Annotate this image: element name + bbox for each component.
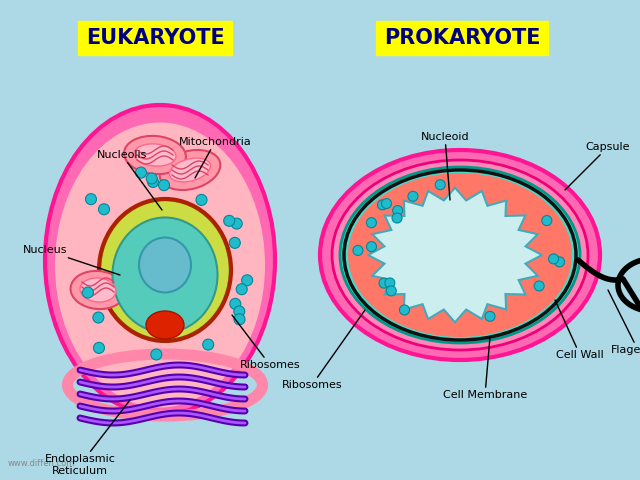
- Ellipse shape: [99, 204, 109, 215]
- Ellipse shape: [234, 306, 245, 317]
- Ellipse shape: [136, 167, 147, 178]
- Ellipse shape: [45, 105, 275, 415]
- Text: PROKARYOTE: PROKARYOTE: [384, 28, 540, 48]
- Text: Nucleoid: Nucleoid: [420, 132, 469, 200]
- Ellipse shape: [542, 216, 552, 226]
- Ellipse shape: [159, 150, 220, 190]
- Text: Capsule: Capsule: [565, 142, 630, 190]
- Ellipse shape: [332, 160, 588, 350]
- Ellipse shape: [170, 158, 211, 182]
- Ellipse shape: [83, 287, 93, 298]
- Ellipse shape: [151, 349, 162, 360]
- Ellipse shape: [224, 216, 235, 226]
- Ellipse shape: [86, 193, 97, 204]
- Ellipse shape: [124, 136, 186, 174]
- Ellipse shape: [70, 271, 125, 309]
- Ellipse shape: [203, 339, 214, 350]
- Ellipse shape: [80, 278, 116, 302]
- Ellipse shape: [548, 254, 559, 264]
- Ellipse shape: [134, 144, 176, 166]
- Polygon shape: [368, 188, 542, 322]
- Ellipse shape: [242, 275, 253, 286]
- Ellipse shape: [378, 200, 387, 210]
- Ellipse shape: [386, 286, 396, 296]
- Ellipse shape: [196, 194, 207, 205]
- Ellipse shape: [146, 311, 184, 339]
- Text: EUKARYOTE: EUKARYOTE: [86, 28, 225, 48]
- Ellipse shape: [392, 213, 402, 223]
- Text: Mitochondria: Mitochondria: [179, 137, 252, 178]
- Ellipse shape: [485, 312, 495, 321]
- Ellipse shape: [93, 312, 104, 323]
- Ellipse shape: [408, 192, 418, 201]
- Ellipse shape: [348, 173, 572, 337]
- Ellipse shape: [229, 237, 240, 248]
- Ellipse shape: [147, 173, 157, 184]
- Text: Cell Membrane: Cell Membrane: [443, 337, 527, 400]
- Ellipse shape: [100, 200, 230, 340]
- Ellipse shape: [392, 205, 403, 216]
- Ellipse shape: [234, 314, 245, 325]
- Ellipse shape: [534, 281, 544, 291]
- Ellipse shape: [236, 284, 247, 295]
- Ellipse shape: [353, 245, 363, 255]
- Text: www.diffen.com: www.diffen.com: [8, 459, 76, 468]
- Text: Cell Wall: Cell Wall: [555, 300, 604, 360]
- Text: Nucleus: Nucleus: [23, 245, 120, 275]
- Ellipse shape: [147, 177, 159, 188]
- Ellipse shape: [139, 238, 191, 292]
- Ellipse shape: [554, 257, 564, 267]
- Ellipse shape: [113, 217, 218, 333]
- Text: Flagellum: Flagellum: [608, 290, 640, 355]
- Text: Ribosomes: Ribosomes: [232, 315, 300, 370]
- Text: Endoplasmic
Reticulum: Endoplasmic Reticulum: [45, 400, 130, 476]
- Ellipse shape: [385, 278, 395, 288]
- Ellipse shape: [340, 167, 580, 343]
- Ellipse shape: [367, 218, 376, 228]
- Ellipse shape: [230, 299, 241, 309]
- Ellipse shape: [379, 278, 389, 288]
- Ellipse shape: [55, 122, 265, 408]
- Ellipse shape: [435, 180, 445, 190]
- Ellipse shape: [159, 180, 170, 191]
- Text: Ribosomes: Ribosomes: [282, 310, 365, 390]
- Ellipse shape: [399, 305, 410, 315]
- Ellipse shape: [320, 150, 600, 360]
- Ellipse shape: [93, 342, 104, 353]
- Ellipse shape: [381, 199, 392, 209]
- Ellipse shape: [367, 241, 376, 252]
- Ellipse shape: [231, 218, 242, 229]
- Text: Nucleolis: Nucleolis: [97, 150, 162, 210]
